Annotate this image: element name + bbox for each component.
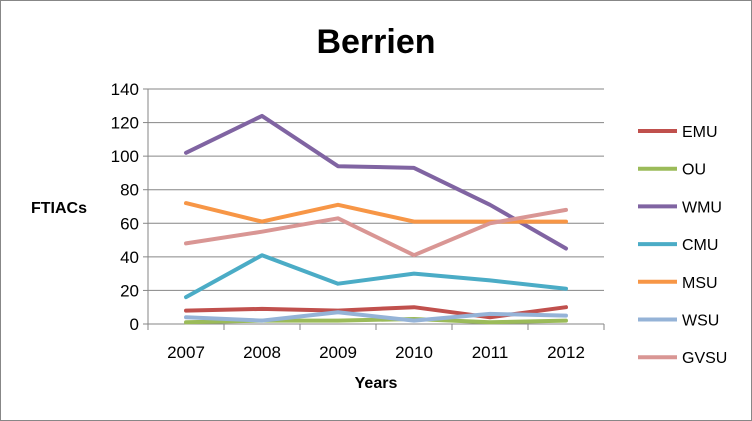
y-tick-label: 140 [111,80,139,99]
series-line-wsu [184,310,568,323]
series-lines [184,113,568,325]
y-tick-label: 100 [111,147,139,166]
y-tick-label: 20 [120,281,139,300]
axes [147,89,605,330]
x-tick-label: 2010 [395,343,433,362]
x-tick-label: 2009 [319,343,357,362]
y-tick-label: 60 [120,214,139,233]
x-tick-label: 2011 [472,343,509,362]
series-line-gvsu [184,207,568,258]
series-line-cmu [184,253,568,300]
legend-label-wmu: WMU [682,199,722,216]
legend: EMU OU WMU CMU MSU WSU GVSU [638,124,727,367]
y-axis-title: FTIACs [31,200,87,217]
y-tick-label: 0 [130,315,139,334]
legend-label-cmu: CMU [682,237,718,254]
x-tick-label: 2007 [167,343,205,362]
legend-label-wsu: WSU [682,313,719,330]
x-tick-label: 2008 [243,343,281,362]
legend-label-msu: MSU [682,275,718,292]
chart-title: Berrien [316,23,435,61]
legend-label-ou: OU [682,162,706,179]
legend-label-emu: EMU [682,124,718,141]
x-tick-label: 2012 [547,343,585,362]
gridlines [143,88,604,325]
y-tick-label: 120 [111,114,139,133]
x-axis-title: Years [355,375,398,392]
y-tick-label: 40 [120,248,139,267]
y-tick-label: 80 [120,181,139,200]
legend-label-gvsu: GVSU [682,350,727,367]
series-line-wmu [184,113,568,251]
x-tick-labels: 2007 2008 2009 2010 2011 2012 [167,343,585,362]
y-tick-labels: 0 20 40 60 80 100 120 140 [111,80,139,334]
